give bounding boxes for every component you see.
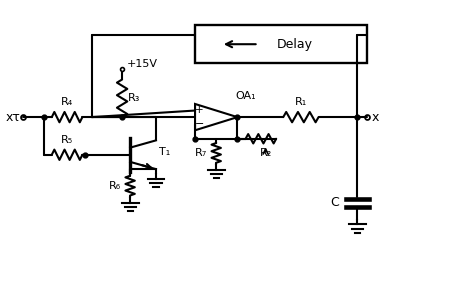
Text: R₆: R₆ [109,181,121,191]
Text: R₅: R₅ [61,135,73,145]
Text: x: x [372,111,379,124]
Text: C: C [331,196,339,209]
Text: xτ: xτ [5,111,20,124]
Text: +: + [195,105,204,115]
Text: Delay: Delay [277,38,313,51]
Text: OA₁: OA₁ [235,91,255,101]
Text: R₁: R₁ [295,97,307,107]
Text: +15V: +15V [127,59,158,69]
Text: T₁: T₁ [159,147,170,157]
Text: R₃: R₃ [128,93,141,103]
Text: R₇: R₇ [194,148,207,158]
Text: −: − [195,119,204,129]
Bar [195,25,367,63]
Text: R₄: R₄ [61,97,73,107]
Text: R₂: R₂ [259,148,272,158]
